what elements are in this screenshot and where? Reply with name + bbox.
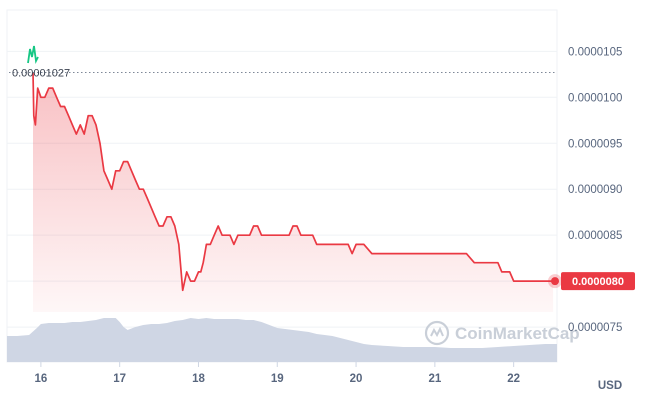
price-area [33, 72, 554, 312]
current-price-marker: 0.0000080 [548, 272, 635, 291]
current-price-badge [561, 272, 635, 291]
x-tick-label: 21 [428, 373, 441, 385]
volume-area [7, 318, 557, 362]
x-tick-label: 20 [350, 373, 363, 385]
y-tick-label: 0.0000095 [568, 138, 622, 150]
price-line [32, 72, 554, 292]
price-series-line [32, 72, 554, 292]
x-tick-label: 22 [507, 373, 520, 385]
x-tick-label: 17 [113, 373, 126, 385]
x-tick-label: 16 [34, 373, 47, 385]
volume-fill [7, 318, 557, 362]
y-tick-label: 0.0000100 [568, 92, 622, 104]
unit-label: USD [598, 380, 622, 392]
mini-sparkline-icon [27, 45, 39, 65]
current-point [551, 277, 559, 286]
y-tick-label: 0.0000085 [568, 230, 622, 242]
watermark-text: CoinMarketCap [455, 324, 580, 343]
coinmarketcap-logo-icon [424, 320, 450, 346]
y-tick-label: 0.0000090 [568, 184, 622, 196]
price-area-fill [33, 72, 554, 312]
y-tick-label: 0.0000075 [568, 322, 622, 334]
y-axis: 0.0000105 0.0000100 0.0000095 0.0000090 0.00… [568, 46, 622, 334]
y-tick-label: 0.0000105 [568, 46, 622, 58]
x-tick-label: 18 [192, 373, 205, 385]
coinmarketcap-logo-mark-icon [430, 326, 444, 338]
watermark: CoinMarketCap [424, 320, 580, 346]
high-marker: 0.00001027 [9, 67, 557, 79]
high-label: 0.00001027 [12, 67, 70, 79]
x-axis: 16 17 18 19 20 21 22 [34, 362, 520, 385]
current-price-text: 0.0000080 [572, 276, 624, 288]
x-tick-label: 19 [271, 373, 284, 385]
